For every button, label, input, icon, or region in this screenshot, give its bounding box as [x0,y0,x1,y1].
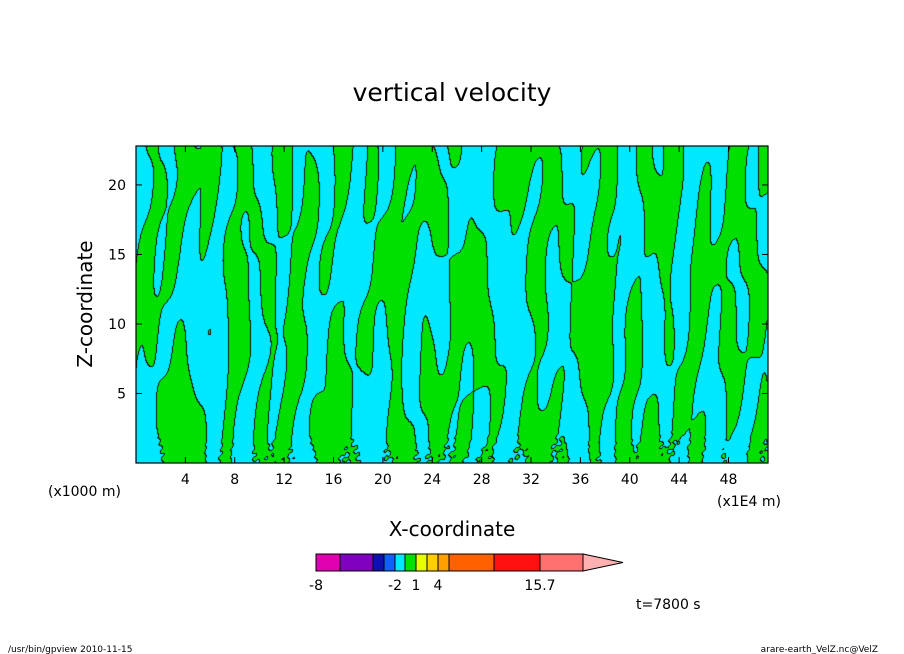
colorbar-swatch [383,553,396,572]
x-unit-left: (x1000 m) [48,484,121,500]
x-unit-right: (x1E4 m) [717,494,781,510]
x-tick-label: 4 [181,472,190,488]
colorbar-swatch [404,553,417,572]
x-tick-label: 8 [230,472,239,488]
colorbar-swatch [339,553,374,572]
chart-title: vertical velocity [353,78,552,107]
colorbar-swatch [372,553,385,572]
x-tick-label: 44 [670,472,688,488]
contour-field [136,146,768,463]
x-tick-label: 16 [325,472,343,488]
x-tick-label: 36 [571,472,589,488]
colorbar-label: 1 [412,578,421,594]
colorbar-swatch [315,553,341,572]
x-axis-label: X-coordinate [389,517,516,541]
colorbar-arrow [582,553,624,572]
colorbar-swatch [394,553,406,572]
x-tick-label: 12 [275,472,293,488]
y-tick-label: 5 [117,386,126,402]
colorbar-labels: -8 -2 1 4 15.7 [309,578,556,594]
colorbar-label: 15.7 [524,578,555,594]
colorbar-label: -2 [388,578,402,594]
x-tick-label: 20 [374,472,392,488]
colorbar-label: -8 [309,578,323,594]
colorbar-label: 4 [434,578,443,594]
footer-right: arare-earth_VelZ.nc@VelZ [761,645,878,654]
x-tick-label: 32 [522,472,540,488]
x-tick-label: 24 [423,472,441,488]
x-ticks: 4 8 12 16 20 24 28 32 36 40 44 48 [181,146,738,488]
y-axis-label: Z-coordinate [73,240,97,367]
x-tick-label: 48 [720,472,738,488]
footer-left: /usr/bin/gpview 2010-11-15 [8,645,132,654]
colorbar-swatch [539,553,584,572]
x-tick-label: 40 [621,472,639,488]
y-tick-label: 20 [108,178,126,194]
colorbar-swatch [493,553,541,572]
plot-frame [135,145,769,464]
colorbar [315,553,624,572]
colorbar-swatch [415,553,428,572]
time-label: t=7800 s [636,597,701,613]
y-tick-label: 15 [108,247,126,263]
colorbar-swatch [426,553,439,572]
y-ticks: 5 10 15 20 [108,178,768,402]
colorbar-swatch [448,553,495,572]
x-tick-label: 28 [473,472,491,488]
y-tick-label: 10 [108,317,126,333]
colorbar-swatch [437,553,450,572]
